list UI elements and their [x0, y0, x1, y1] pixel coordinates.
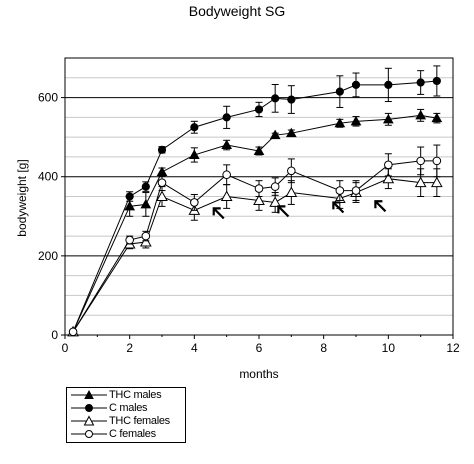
arrow-shaft [278, 206, 290, 218]
data-point [254, 105, 264, 114]
legend: THC males C males THC females C females [66, 387, 186, 443]
data-point [351, 80, 361, 90]
series-thc-females [67, 168, 443, 337]
legend-item-c-males: C males [67, 402, 185, 414]
data-point [335, 186, 345, 195]
arrow-head [332, 201, 341, 210]
data-point [190, 198, 199, 207]
legend-label: THC females [109, 415, 170, 427]
y-tick-label: 200 [38, 249, 58, 263]
arrow-annotation [212, 207, 225, 220]
data-point [270, 182, 280, 191]
series-line [72, 80, 437, 333]
annotation-arrows [212, 200, 387, 220]
data-point [254, 184, 264, 193]
x-tick-label: 12 [446, 341, 460, 355]
legend-marker-open-triangle [71, 415, 107, 426]
series-thc-males [67, 108, 443, 336]
legend-marker-open-circle [71, 430, 107, 438]
data-point [431, 112, 443, 123]
data-point [285, 186, 298, 198]
x-tick-label: 2 [126, 341, 133, 355]
data-point [125, 192, 134, 201]
data-point [221, 139, 233, 150]
arrow-annotation [332, 201, 345, 214]
arrow-head [374, 200, 383, 209]
legend-label: THC males [109, 389, 162, 401]
chart-title: Bodyweight SG [188, 3, 286, 19]
x-tick-label: 10 [382, 341, 396, 355]
data-point [141, 182, 150, 191]
legend-label: C males [109, 402, 148, 414]
axis-ticks: 0 2 4 6 8 10 12 0 200 400 600 [38, 91, 460, 355]
data-point [253, 194, 265, 205]
data-point [157, 145, 167, 154]
series-line [72, 114, 437, 333]
arrow-shaft [213, 208, 225, 220]
data-point [269, 129, 281, 140]
legend-label: C females [109, 428, 156, 440]
x-tick-label: 8 [320, 341, 327, 355]
y-axis-label: bodyweight [g] [15, 159, 29, 237]
data-point [222, 170, 231, 180]
x-axis-label: months [239, 367, 279, 381]
data-point [382, 113, 394, 124]
y-tick-label: 600 [38, 91, 58, 105]
data-point [416, 78, 425, 87]
data-point [253, 145, 265, 155]
data-point [382, 172, 395, 184]
data-point [350, 115, 362, 126]
legend-marker-filled-circle [71, 404, 107, 412]
series-c-males [68, 65, 441, 336]
data-point [432, 76, 441, 86]
data-point [334, 117, 346, 128]
x-tick-label: 4 [191, 341, 198, 355]
legend-item-thc-males: THC males [67, 389, 185, 401]
data-point [285, 127, 297, 138]
data-point [335, 87, 344, 96]
x-tick-label: 0 [62, 341, 69, 355]
series-layer [67, 65, 443, 337]
data-point [220, 190, 233, 201]
arrow-shaft [375, 201, 387, 213]
data-point [190, 123, 199, 132]
data-point [188, 149, 200, 159]
data-point [287, 95, 296, 104]
data-point [124, 200, 136, 211]
data-point [140, 198, 152, 209]
legend-item-c-females: C females [67, 428, 185, 440]
data-point [432, 156, 442, 166]
data-point [269, 196, 282, 207]
arrow-annotation [374, 200, 387, 213]
data-point [141, 231, 151, 241]
data-point [351, 186, 361, 195]
data-point [414, 176, 427, 188]
arrow-head [212, 207, 221, 216]
data-point [139, 235, 152, 247]
series-c-females [68, 144, 442, 337]
arrow-head [277, 205, 286, 214]
arrow-shaft [333, 202, 345, 214]
data-point [222, 113, 231, 122]
data-point [157, 178, 167, 187]
data-point [384, 160, 393, 170]
data-point [68, 327, 78, 337]
data-point [416, 156, 425, 166]
data-point [384, 80, 393, 90]
data-point [430, 176, 443, 188]
legend-item-thc-females: THC females [67, 415, 185, 427]
data-point [271, 94, 280, 103]
y-tick-label: 0 [51, 328, 58, 342]
y-tick-label: 400 [38, 170, 58, 184]
data-point [415, 109, 427, 120]
data-point [156, 190, 168, 201]
data-point [125, 235, 134, 245]
series-line [72, 160, 437, 333]
arrow-annotation [277, 205, 290, 218]
legend-marker-filled-triangle [71, 389, 107, 399]
data-point [287, 166, 296, 176]
x-tick-label: 6 [256, 341, 263, 355]
